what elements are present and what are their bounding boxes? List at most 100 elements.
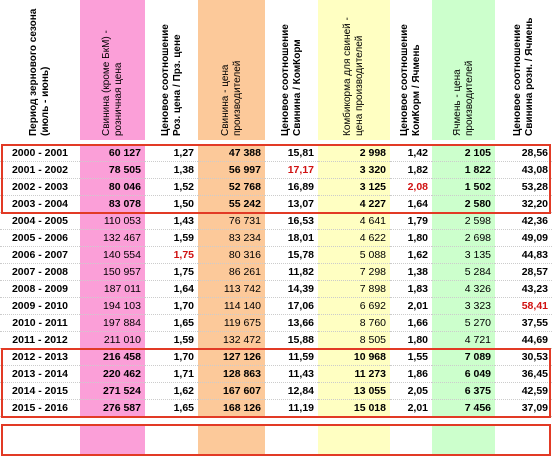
- value-cell: 11,82: [265, 264, 318, 281]
- value-cell: 1,70: [145, 349, 198, 366]
- value-cell: 86 261: [198, 264, 265, 281]
- value-cell: 15,81: [265, 145, 318, 162]
- value-cell: 4 721: [432, 332, 495, 349]
- value-cell: 1,70: [145, 298, 198, 315]
- period-cell: 2006 - 2007: [0, 247, 80, 264]
- value-cell: 127 126: [198, 349, 265, 366]
- value-cell: 53,28: [495, 179, 552, 196]
- value-cell: 150 957: [80, 264, 145, 281]
- period-cell: 2007 - 2008: [0, 264, 80, 281]
- period-cell: 2005 - 2006: [0, 230, 80, 247]
- value-cell: 5 270: [432, 315, 495, 332]
- value-cell: 13 055: [318, 383, 390, 400]
- column-bg: [265, 425, 318, 455]
- value-cell: 7 089: [432, 349, 495, 366]
- value-cell: 6 049: [432, 366, 495, 383]
- value-cell: 6 692: [318, 298, 390, 315]
- column-bg: [495, 425, 552, 455]
- value-cell: 5 088: [318, 247, 390, 264]
- value-cell: 1,62: [145, 383, 198, 400]
- value-cell: 80 316: [198, 247, 265, 264]
- value-cell: 1,42: [390, 145, 432, 162]
- column-header: Ценовое соотношение Роз. цена / Прз. цен…: [145, 0, 198, 140]
- period-cell: 2001 - 2002: [0, 162, 80, 179]
- value-cell: 2 998: [318, 145, 390, 162]
- value-cell: 4 326: [432, 281, 495, 298]
- value-cell: 2 598: [432, 213, 495, 230]
- value-cell: 132 467: [80, 230, 145, 247]
- value-cell: 49,09: [495, 230, 552, 247]
- period-cell: 2008 - 2009: [0, 281, 80, 298]
- column-bg: [198, 145, 265, 417]
- value-cell: 132 472: [198, 332, 265, 349]
- column-bg: [145, 425, 198, 455]
- value-cell: 14,39: [265, 281, 318, 298]
- column-bg: [495, 0, 552, 140]
- value-cell: 43,08: [495, 162, 552, 179]
- value-cell: 7 898: [318, 281, 390, 298]
- column-header: Комбикорма для свиней - цена производите…: [318, 0, 390, 140]
- value-cell: 1,80: [390, 332, 432, 349]
- value-cell: 1,59: [145, 230, 198, 247]
- period-cell: 2014 - 2015: [0, 383, 80, 400]
- value-cell: 83 234: [198, 230, 265, 247]
- column-bg: [80, 145, 145, 417]
- period-cell: 2012 - 2013: [0, 349, 80, 366]
- value-cell: 1,66: [390, 315, 432, 332]
- value-cell: 28,57: [495, 264, 552, 281]
- value-cell: 76 731: [198, 213, 265, 230]
- value-cell: 7 298: [318, 264, 390, 281]
- column-bg: [318, 145, 390, 417]
- value-cell: 1,80: [390, 230, 432, 247]
- header-text: Ценовое соотношение Свинина / КомКорм: [279, 24, 303, 136]
- value-cell: 271 524: [80, 383, 145, 400]
- value-cell: 1,71: [145, 366, 198, 383]
- value-cell: 13,66: [265, 315, 318, 332]
- group-box: [1, 144, 551, 214]
- column-bg: [390, 425, 432, 455]
- column-header: Свинина - цена производителей: [198, 0, 265, 140]
- value-cell: 3 125: [318, 179, 390, 196]
- value-cell: 4 622: [318, 230, 390, 247]
- value-cell: 43,23: [495, 281, 552, 298]
- value-cell: 4 641: [318, 213, 390, 230]
- value-cell: 220 462: [80, 366, 145, 383]
- value-cell: 1,65: [145, 315, 198, 332]
- value-cell: 3 320: [318, 162, 390, 179]
- value-cell: 11,59: [265, 349, 318, 366]
- value-cell: 44,69: [495, 332, 552, 349]
- value-cell: 187 011: [80, 281, 145, 298]
- value-cell: 15,88: [265, 332, 318, 349]
- value-cell: 60 127: [80, 145, 145, 162]
- value-cell: 42,36: [495, 213, 552, 230]
- value-cell: 1,62: [390, 247, 432, 264]
- value-cell: 12,84: [265, 383, 318, 400]
- value-cell: 1,79: [390, 213, 432, 230]
- column-bg: [145, 0, 198, 140]
- header-text: Ценовое соотношение Свинина розн. / Ячме…: [511, 17, 535, 136]
- column-header: Ценовое соотношение Свинина / КомКорм: [265, 0, 318, 140]
- column-bg: [80, 425, 145, 455]
- value-cell: 58,41: [495, 298, 552, 315]
- value-cell: 16,53: [265, 213, 318, 230]
- value-cell: 42,59: [495, 383, 552, 400]
- value-cell: 140 554: [80, 247, 145, 264]
- value-cell: 216 458: [80, 349, 145, 366]
- header-text: Свинина - цена производителей: [219, 60, 243, 136]
- column-bg: [432, 425, 495, 455]
- column-bg: [0, 145, 80, 417]
- value-cell: 1,52: [145, 179, 198, 196]
- column-bg: [318, 0, 390, 140]
- value-cell: 17,17: [265, 162, 318, 179]
- value-cell: 2,08: [390, 179, 432, 196]
- value-cell: 1,38: [390, 264, 432, 281]
- period-cell: 2010 - 2011: [0, 315, 80, 332]
- column-header: Ценовое соотношение Свинина розн. / Ячме…: [495, 0, 552, 140]
- value-cell: 194 103: [80, 298, 145, 315]
- column-header: Период зернового сезона (июль - июнь): [0, 0, 80, 140]
- value-cell: 36,45: [495, 366, 552, 383]
- column-header: Свинина (кроме БкМ) - розничная цена: [80, 0, 145, 140]
- value-cell: 16,89: [265, 179, 318, 196]
- value-cell: 1,82: [390, 162, 432, 179]
